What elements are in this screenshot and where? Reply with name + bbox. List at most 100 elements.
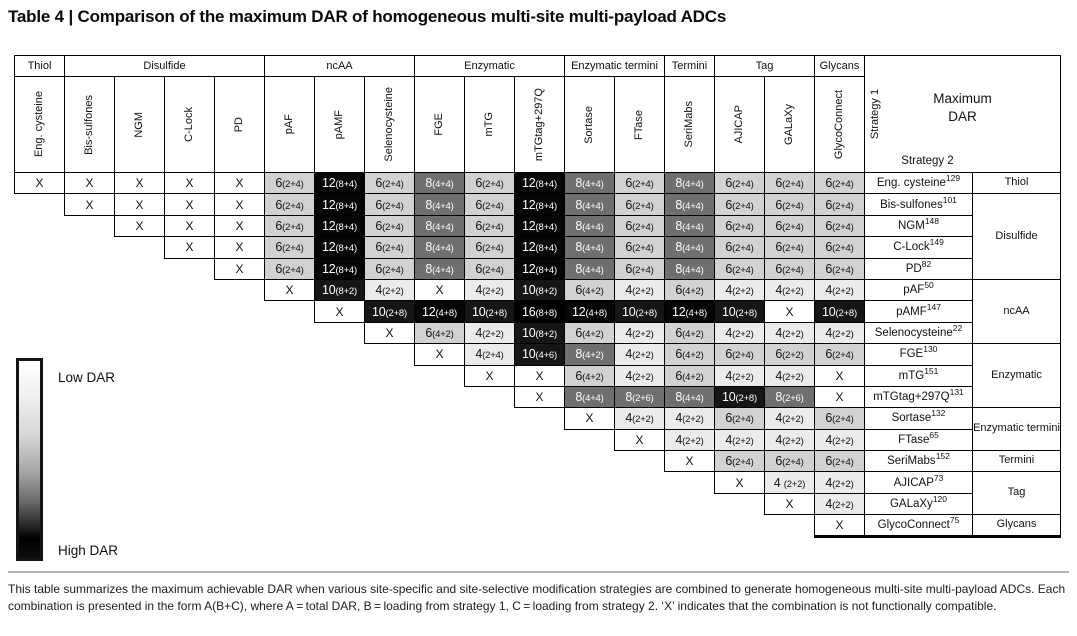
reference-superscript: 132 <box>931 408 946 419</box>
empty-region <box>165 279 215 300</box>
empty-region <box>65 237 115 258</box>
dar-value-cell: 12(8+4) <box>314 214 365 238</box>
empty-region <box>65 279 115 300</box>
row-label-ngm: NGM148 <box>864 214 973 238</box>
row-label-glycoconnect: GlycoConnect75 <box>864 514 973 538</box>
column-header-pamf: pAMF <box>314 76 365 173</box>
dar-value-cell: 6(4+2) <box>564 321 615 345</box>
dar-value-cell: 6(2+4) <box>364 214 415 238</box>
column-group-tag: Tag <box>714 55 815 77</box>
dar-value-cell: 16(8+8) <box>514 300 565 323</box>
empty-region <box>465 451 515 472</box>
empty-region <box>315 429 365 450</box>
column-header-text: mTGtag+297Q <box>533 87 546 162</box>
empty-region <box>265 365 315 386</box>
column-header-c-lock: C-Lock <box>164 76 215 173</box>
reference-superscript: 131 <box>949 387 964 398</box>
dar-value-cell: 8(4+4) <box>414 171 465 195</box>
dar-value-cell: 6(4+2) <box>564 278 615 302</box>
incompatible-cell: X <box>364 321 415 345</box>
empty-region <box>365 408 415 429</box>
dar-value-cell: 12(8+4) <box>314 171 365 195</box>
empty-region <box>165 258 215 279</box>
dar-value-cell: 12(4+8) <box>414 300 465 323</box>
incompatible-cell: X <box>214 214 265 238</box>
empty-region <box>115 365 165 386</box>
incompatible-cell: X <box>114 193 165 216</box>
empty-region <box>215 279 265 300</box>
dar-value-cell: 10(2+8) <box>714 385 765 409</box>
row-group-thiol: Thiol <box>972 171 1061 195</box>
incompatible-cell: X <box>664 450 715 473</box>
empty-region <box>415 515 465 536</box>
dar-value-cell: 4(2+2) <box>614 364 665 387</box>
empty-region <box>365 344 415 365</box>
empty-region <box>115 301 165 322</box>
dar-value-cell: 8(2+6) <box>614 385 665 409</box>
incompatible-cell: X <box>264 278 315 302</box>
dar-value-cell: 8(4+4) <box>414 193 465 216</box>
dar-value-cell: 6(2+4) <box>764 257 815 280</box>
incompatible-cell: X <box>214 193 265 216</box>
reference-superscript: 148 <box>924 216 940 227</box>
empty-region <box>665 515 715 536</box>
empty-region <box>465 386 515 407</box>
column-header-text: NGM <box>133 111 146 138</box>
column-group-disulfide: Disulfide <box>64 55 265 77</box>
dar-comparison-table: Thiol Disulfide ncAA Enzymatic Enzymatic ter… <box>14 55 1061 538</box>
empty-region <box>615 493 665 514</box>
dar-value-cell: 8(4+4) <box>564 257 615 280</box>
dar-value-cell: 6(2+4) <box>264 171 315 195</box>
empty-region <box>315 493 365 514</box>
dar-value-cell: 12(4+8) <box>664 300 715 323</box>
empty-region <box>565 451 615 472</box>
reference-superscript: 65 <box>929 430 939 441</box>
dar-value-cell: 8(4+4) <box>564 171 615 195</box>
empty-region <box>115 429 165 450</box>
empty-region <box>65 493 115 514</box>
empty-region <box>65 215 115 236</box>
empty-region <box>565 429 615 450</box>
table-row-ftase: X 4(2+2) 4(2+2) 4(2+2) 4(2+2) FTase65 <box>15 428 1061 452</box>
empty-region <box>15 258 65 279</box>
maximum-dar-label: Maximum DAR <box>933 91 992 124</box>
dar-value-cell: 8(4+4) <box>564 193 615 216</box>
row-group-enzymatic-termini: Enzymatic termini <box>972 407 1061 452</box>
row-group-termini: Termini <box>972 450 1061 473</box>
incompatible-cell: X <box>614 428 665 452</box>
empty-region <box>315 472 365 493</box>
reference-superscript: 73 <box>933 472 944 483</box>
dar-value-cell: 4(2+2) <box>814 492 865 516</box>
dar-value-cell: 6(2+4) <box>464 193 515 216</box>
table-row-serimabs: X 6(2+4) 6(2+4) 6(2+4) SeriMabs152 Termini <box>15 450 1061 473</box>
empty-region <box>465 472 515 493</box>
dar-value-cell: 6(2+4) <box>714 407 765 430</box>
dar-value-cell: 6(2+4) <box>264 193 315 216</box>
empty-region <box>65 344 115 365</box>
dar-value-cell: 6(2+4) <box>764 450 815 473</box>
empty-region <box>315 408 365 429</box>
dar-value-cell: 6(2+4) <box>614 257 665 280</box>
incompatible-cell: X <box>764 300 815 323</box>
dar-value-cell: 6(2+4) <box>264 236 315 259</box>
dar-value-cell: 4(2+2) <box>714 278 765 302</box>
empty-region <box>115 408 165 429</box>
reference-superscript: 149 <box>929 237 944 248</box>
legend-high-label: High DAR <box>58 543 119 558</box>
column-header-text: FTase <box>633 109 646 140</box>
reference-superscript: 75 <box>949 515 960 526</box>
dar-value-cell: 8(4+2) <box>564 343 615 366</box>
empty-region <box>15 279 65 300</box>
dar-value-cell: 10(2+8) <box>364 300 415 323</box>
empty-region <box>265 408 315 429</box>
column-group-ncaa: ncAA <box>264 55 415 77</box>
empty-region <box>515 429 565 450</box>
row-label-mtgtag-297q: mTGtag+297Q131 <box>864 385 973 409</box>
dar-value-cell: 6(4+2) <box>564 364 615 387</box>
empty-region <box>65 451 115 472</box>
empty-region <box>565 472 615 493</box>
incompatible-cell: X <box>764 492 815 516</box>
column-header-text: AJICAP <box>733 105 746 144</box>
table-row-ngm: X X X 6(2+4) 12(8+4) 6(2+4) 8(4+4) 6(2+4) 12(8+4… <box>15 214 1061 238</box>
dar-value-cell: 4(2+2) <box>764 278 815 302</box>
